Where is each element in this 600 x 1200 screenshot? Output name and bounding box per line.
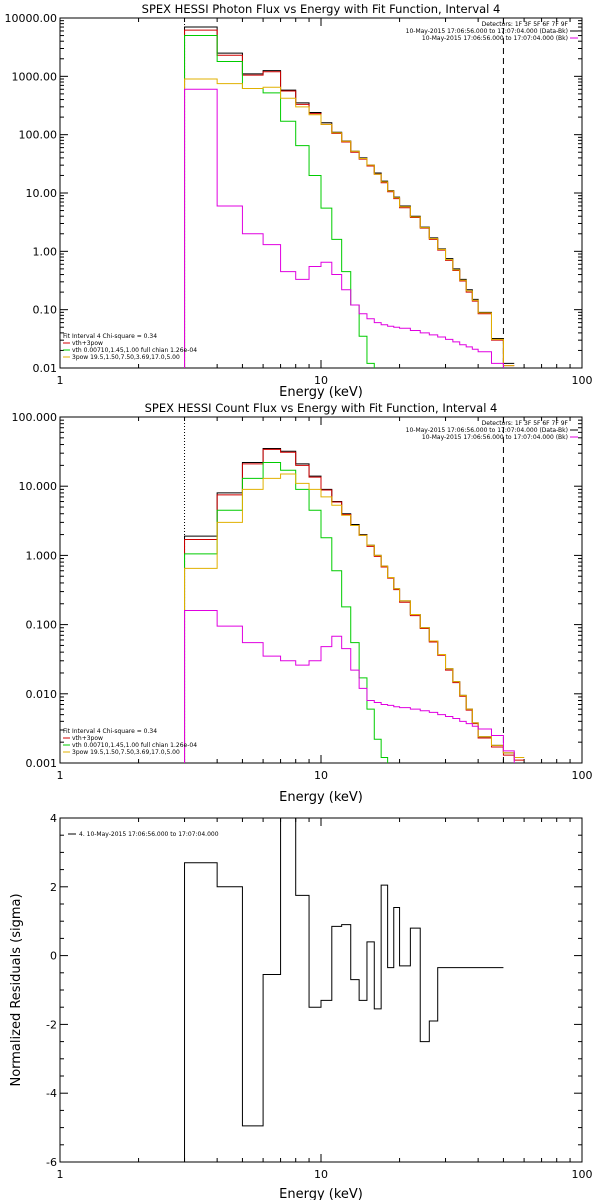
series-line-1	[184, 26, 515, 368]
y-tick-label: 10.000	[19, 480, 58, 493]
y-tick-label: 1.000	[26, 549, 58, 562]
y-tick-label: 0.010	[26, 688, 58, 701]
chart-panel-1: SPEX HESSI Photon Flux vs Energy with Fi…	[5, 2, 593, 400]
series-line-1	[184, 448, 525, 763]
x-axis-label: Energy (keV)	[279, 790, 363, 805]
y-tick-label: 0.01	[33, 362, 58, 375]
series-group	[184, 818, 504, 1162]
y-tick-label: 0.001	[26, 757, 58, 770]
y-tick-label: -4	[46, 1087, 57, 1100]
y-tick-label: 100.00	[19, 129, 58, 142]
x-tick-label: 10	[314, 769, 328, 782]
chart-panel-2: SPEX HESSI Count Flux vs Energy with Fit…	[12, 401, 593, 805]
plot-frame	[59, 817, 583, 1163]
legend-entry: Detectors: 1F 3F 5F 6F 7F 9F	[482, 21, 569, 28]
y-axis-label: Normalized Residuals (sigma)	[9, 893, 24, 1086]
x-tick-label: 1	[57, 769, 64, 782]
legend-entry: vth 0.00710,1.45,1.00 full chian 1.26e-0…	[72, 742, 197, 749]
y-tick-label: 0.10	[33, 304, 58, 317]
legend-entry: 10-May-2015 17:06:56.000 to 17:07:04.000…	[422, 35, 568, 42]
chart-panel-3: 1 10 100 Energy (keV) -6 -4 -2 0 2 4 Normalized Re…	[9, 812, 593, 1200]
y-tick-label: -2	[46, 1018, 57, 1031]
series-line-2	[184, 29, 515, 368]
x-tick-label: 1	[57, 1168, 64, 1181]
legend-entry: 3pow 19.5,1.50,7.50,3.69,17.0,5.00	[72, 749, 180, 756]
legend-entry: 10-May-2015 17:06:56.000 to 17:07:04.000…	[406, 427, 568, 434]
chart-title: SPEX HESSI Count Flux vs Energy with Fit…	[145, 401, 498, 415]
y-tick-label: 2	[50, 881, 57, 894]
x-tick-label: 100	[572, 374, 593, 387]
series-group	[184, 26, 515, 368]
legend-entry: Fit Interval 4 Chi-square = 0.34	[63, 333, 157, 340]
series-line-4	[184, 78, 515, 368]
series-line-4	[184, 473, 525, 763]
legend-entry: 3pow 19.5,1.50,7.50,3.69,17.0,5.00	[72, 354, 180, 361]
chart-title: SPEX HESSI Photon Flux vs Energy with Fi…	[142, 2, 501, 16]
series-line-5	[184, 88, 504, 368]
y-tick-label: 10000.00	[5, 12, 58, 25]
y-tick-label: 0	[50, 950, 57, 963]
y-tick-label: 1000.00	[12, 70, 58, 83]
legend-entry: 10-May-2015 17:06:56.000 to 17:07:04.000…	[406, 28, 568, 35]
series-line-1	[184, 818, 504, 1162]
legend-entry: vth+3pow	[72, 340, 103, 347]
y-tick-label: 1.00	[33, 245, 58, 258]
legend-entry: vth 0.00710,1.45,1.00 full chian 1.26e-0…	[72, 347, 197, 354]
x-tick-label: 100	[572, 1168, 593, 1181]
y-tick-label: 0.100	[26, 619, 58, 632]
y-tick-label: 4	[50, 812, 57, 825]
legend-entry: Detectors: 1F 3F 5F 6F 7F 9F	[482, 420, 569, 427]
x-tick-label: 10	[314, 1168, 328, 1181]
x-axis-label: Energy (keV)	[279, 385, 363, 400]
x-axis-label: Energy (keV)	[279, 1187, 363, 1200]
y-tick-label: 100.000	[12, 411, 58, 424]
series-line-3	[184, 35, 375, 368]
series-line-5	[184, 609, 515, 763]
series-line-3	[184, 462, 389, 763]
legend-entry: Fit Interval 4 Chi-square = 0.34	[63, 728, 157, 735]
legend-entry: vth+3pow	[72, 735, 103, 742]
y-tick-label: 10.00	[26, 187, 58, 200]
x-tick-label: 1	[57, 374, 64, 387]
x-tick-label: 100	[572, 769, 593, 782]
legend-entry: 4. 10-May-2015 17:06:56.000 to 17:07:04.…	[79, 831, 219, 838]
series-line-2	[184, 448, 525, 763]
legend-entry: 10-May-2015 17:06:56.000 to 17:07:04.000…	[422, 434, 568, 441]
series-group	[184, 448, 525, 763]
x-tick-label: 10	[314, 374, 328, 387]
y-tick-label: -6	[46, 1156, 57, 1169]
